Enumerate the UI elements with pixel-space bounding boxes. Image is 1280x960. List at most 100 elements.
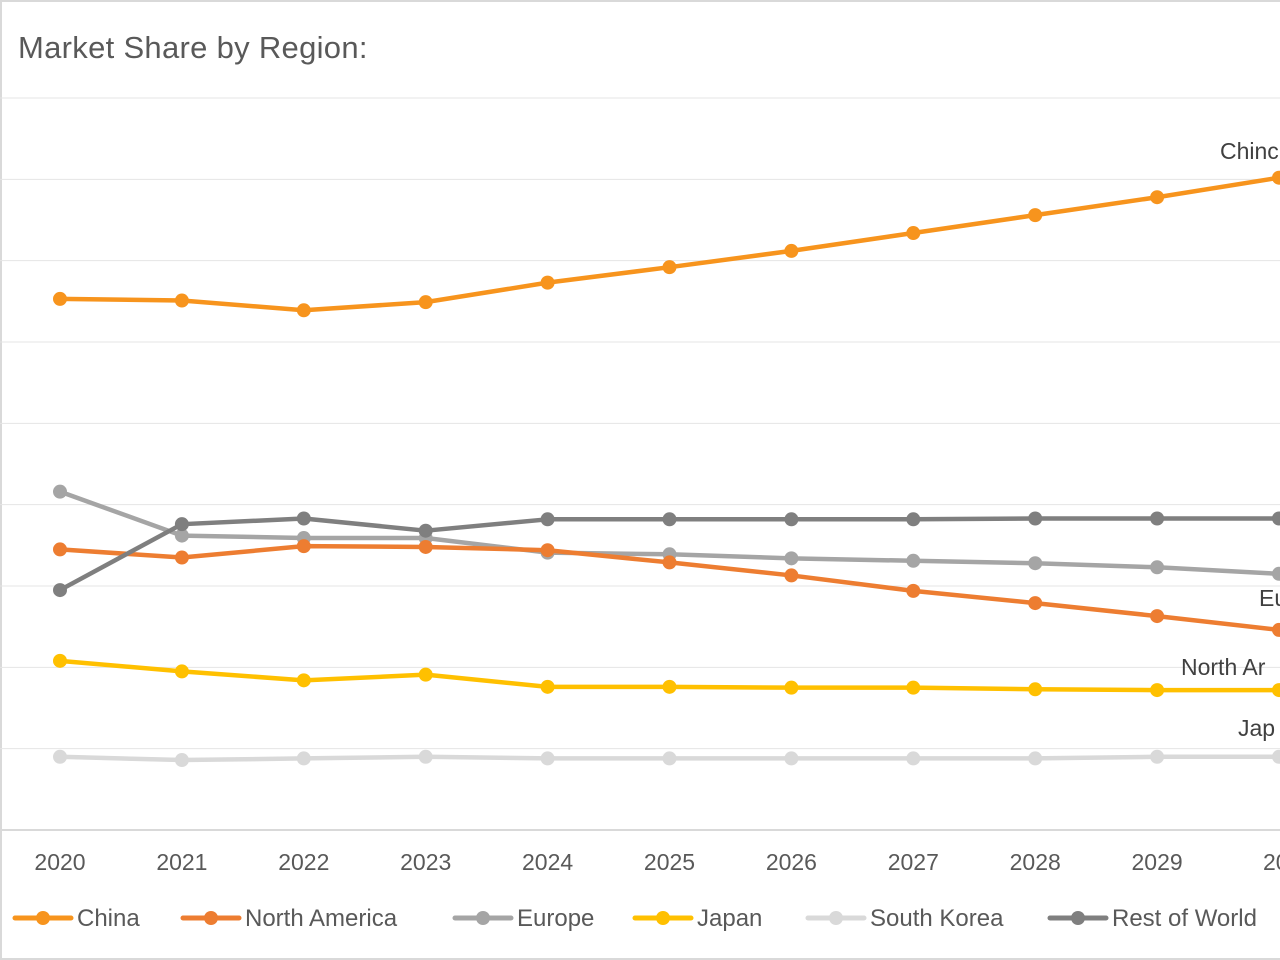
data-point [1028,556,1043,571]
x-tick-label: 2027 [888,849,939,875]
x-tick-label: 2020 [34,849,85,875]
data-point [1150,609,1165,624]
x-tick-label: 2025 [644,849,695,875]
data-point [662,679,677,694]
end-label: Jap [1238,715,1275,741]
legend-item: North America [180,905,398,932]
data-point [1028,682,1043,697]
data-point [296,511,311,526]
data-point [53,291,67,306]
data-point [906,751,921,766]
data-point [906,680,921,695]
x-tick-label: 2026 [766,849,817,875]
end-label: Eu [1259,585,1280,611]
data-point [1028,511,1043,526]
gridlines [0,97,1280,750]
data-point [53,484,67,499]
x-tick-label: 2022 [278,849,329,875]
data-point [662,512,677,527]
data-point [1272,566,1280,581]
data-point [1028,751,1043,766]
data-point [1272,511,1280,526]
data-point [53,749,67,764]
data-point [662,555,677,570]
legend-item: Europe [452,905,594,932]
data-point [1272,622,1280,637]
data-point [906,512,921,527]
legend-swatch-marker [656,911,670,925]
data-point [296,539,311,554]
data-point [784,512,799,527]
data-point [784,680,799,695]
end-labels: Chinc North Ar Eu Jap [1181,138,1280,741]
legend-item: Rest of World [1047,905,1257,932]
legend-swatch-marker [204,911,218,925]
data-point [296,303,311,318]
data-point [1150,511,1165,526]
end-label: North Ar [1181,654,1266,680]
series-china [53,170,1280,318]
legend-swatch-marker [476,911,490,925]
data-point [1272,749,1280,764]
data-point [1150,749,1165,764]
data-point [540,512,555,527]
series-group [53,170,1280,768]
data-point [174,517,189,532]
legend-label: Rest of World [1112,905,1257,932]
data-point [1150,560,1165,575]
data-point [53,542,67,557]
legend-label: South Korea [870,905,1004,932]
data-point [418,539,433,554]
x-tick-label: 2021 [156,849,207,875]
series-south-korea [53,749,1280,768]
legend-label: China [77,905,140,932]
legend-item: China [12,905,140,932]
x-tick-label: 2028 [1010,849,1061,875]
data-point [540,543,555,558]
data-point [174,664,189,679]
series-line [57,175,1280,313]
legend-swatch-marker [829,911,843,925]
data-point [540,679,555,694]
data-point [174,753,189,768]
data-point [906,226,921,241]
data-point [540,275,555,290]
data-point [662,751,677,766]
data-point [418,295,433,310]
data-point [1028,208,1043,223]
legend-item: South Korea [805,905,1004,932]
legend-swatch-marker [36,911,50,925]
data-point [296,751,311,766]
data-point [662,260,677,275]
data-point [540,751,555,766]
legend-swatch-marker [1071,911,1085,925]
legend-item: Japan [632,905,762,932]
data-point [418,667,433,682]
data-point [1150,683,1165,698]
data-point [418,523,433,538]
chart-title: Market Share by Region: [18,30,368,65]
series-japan [53,653,1280,698]
series-rest-of-world [53,511,1280,598]
x-tick-label: 2024 [522,849,573,875]
data-point [296,673,311,688]
x-tick-label: 20: [1263,849,1280,875]
data-point [784,551,799,566]
series-north-america [53,539,1280,637]
data-point [174,293,189,308]
legend: China North America Europe Japan South Korea… [12,905,1257,932]
data-point [1028,596,1043,611]
data-point [174,528,189,543]
data-point [53,583,67,598]
legend-label: North America [245,905,398,932]
data-point [784,243,799,258]
data-point [53,653,67,668]
legend-label: Europe [517,905,594,932]
x-tick-label: 2029 [1132,849,1183,875]
data-point [1272,683,1280,698]
x-tick-label: 2023 [400,849,451,875]
data-point [1272,170,1280,185]
data-point [418,749,433,764]
